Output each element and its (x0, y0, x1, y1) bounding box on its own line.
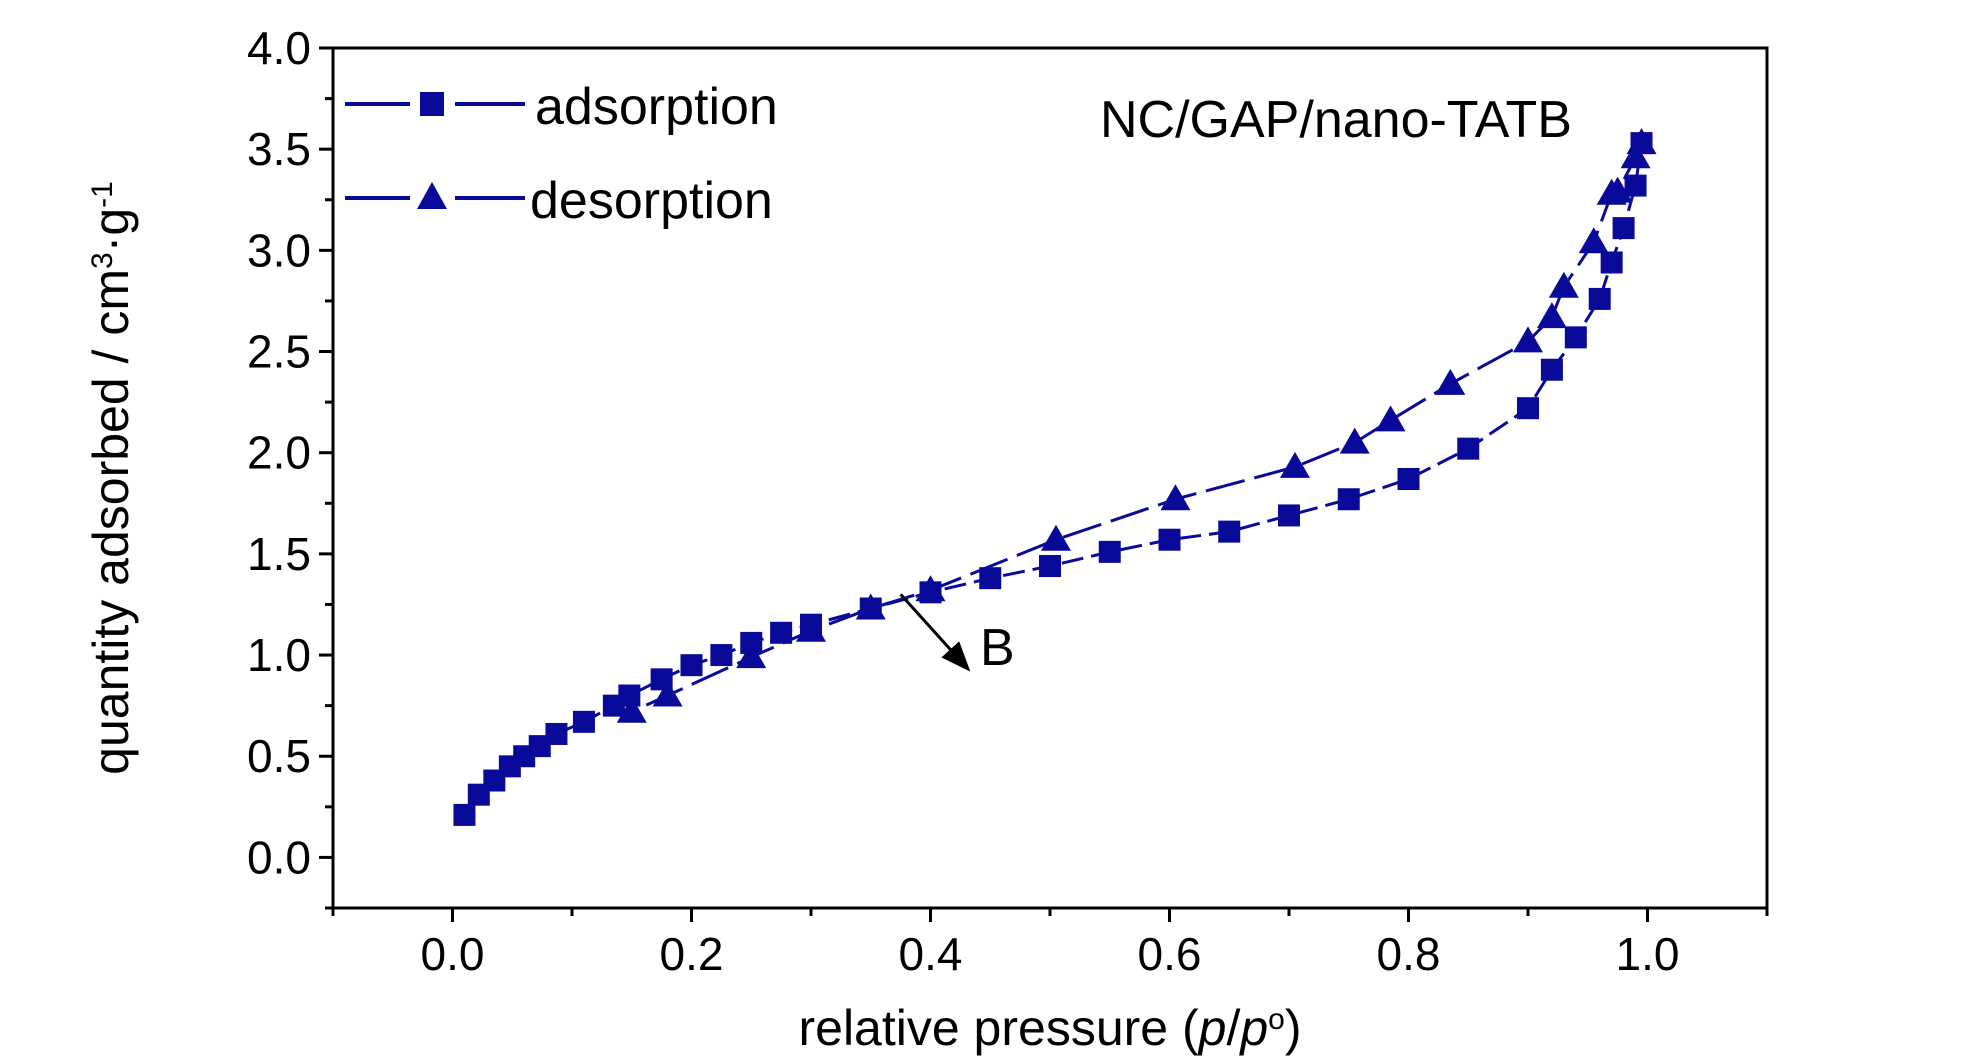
data-point-adsorption (1039, 555, 1061, 578)
x-tick-label: 1.0 (1616, 928, 1680, 980)
y-tick-label: 3.5 (247, 123, 311, 175)
y-tick-label: 1.5 (247, 528, 311, 580)
data-point-adsorption (1517, 397, 1539, 420)
data-point-adsorption (1612, 217, 1635, 240)
data-point-adsorption (1624, 174, 1647, 197)
data-point-desorption (1339, 427, 1370, 454)
x-tick-labels: 0.0 0.2 0.4 0.6 0.8 1.0 (421, 928, 1680, 980)
data-point-desorption (1578, 227, 1609, 254)
legend-item-desorption: desorption (345, 172, 773, 230)
data-point-desorption (1040, 524, 1071, 551)
series-desorption (616, 128, 1657, 723)
data-point-desorption (1279, 451, 1310, 478)
x-axis-title: relative pressure (p/po) (798, 1000, 1301, 1056)
legend: adsorption desorption (345, 78, 778, 230)
data-point-adsorption (1540, 358, 1563, 381)
data-point-desorption (1548, 271, 1579, 298)
y-tick-label: 2.0 (247, 427, 311, 479)
data-point-desorption (915, 575, 946, 602)
data-point-adsorption (710, 644, 733, 667)
x-tick-label: 0.0 (421, 928, 485, 980)
y-tick-label: 0.5 (247, 730, 311, 782)
legend-label-adsorption: adsorption (535, 78, 778, 136)
data-point-adsorption (1600, 251, 1623, 274)
data-point-adsorption (572, 710, 595, 733)
data-point-desorption (616, 696, 647, 723)
series-layer (453, 128, 1657, 826)
legend-item-adsorption: adsorption (345, 78, 778, 136)
axis-ticks (319, 46, 1769, 922)
legend-marker-triangle (417, 182, 447, 209)
data-point-adsorption (1158, 528, 1181, 551)
data-point-desorption (1160, 484, 1191, 511)
data-point-adsorption (618, 684, 641, 707)
y-tick-label: 2.5 (247, 326, 311, 378)
data-point-desorption (1536, 302, 1567, 329)
annotation-arrow (899, 593, 971, 672)
data-point-adsorption (545, 722, 568, 745)
data-point-adsorption (1397, 468, 1420, 491)
data-point-adsorption (1588, 287, 1611, 310)
legend-marker-square (420, 92, 444, 116)
data-point-adsorption (1218, 520, 1241, 543)
data-point-desorption (1375, 405, 1406, 432)
legend-label-desorption: desorption (530, 172, 773, 230)
data-point-adsorption (1098, 540, 1121, 563)
data-point-desorption (855, 593, 886, 620)
x-tick-label: 0.4 (899, 928, 963, 980)
y-tick-label: 4.0 (247, 22, 311, 74)
data-point-desorption (1513, 326, 1543, 353)
y-tick-labels: 0.0 0.5 1.0 1.5 2.0 2.5 3.0 3.5 4.0 (247, 22, 311, 883)
data-point-adsorption (680, 654, 703, 677)
x-tick-label: 0.8 (1377, 928, 1441, 980)
data-point-desorption (736, 642, 767, 669)
data-point-adsorption (1564, 326, 1587, 349)
data-point-adsorption (453, 803, 476, 826)
data-point-desorption (1620, 142, 1651, 169)
data-point-adsorption (1337, 488, 1360, 511)
data-point-adsorption (1278, 504, 1300, 527)
y-tick-label: 3.0 (247, 224, 311, 276)
data-point-desorption (1596, 178, 1627, 205)
y-tick-label: 1.0 (247, 629, 311, 681)
x-tick-label: 0.6 (1138, 928, 1202, 980)
data-point-adsorption (770, 621, 793, 644)
data-point-desorption (652, 680, 683, 707)
data-point-desorption (1435, 368, 1466, 395)
data-point-adsorption (979, 567, 1002, 590)
annotation-b: B (899, 593, 1015, 677)
data-point-desorption (796, 615, 826, 642)
data-point-adsorption (1457, 437, 1480, 460)
chart-title: NC/GAP/nano-TATB (1100, 91, 1572, 149)
x-tick-label: 0.2 (660, 928, 724, 980)
y-tick-label: 0.0 (247, 831, 311, 883)
annotation-label: B (980, 619, 1015, 677)
y-axis-title: quantity adsorbed / cm3·g-1 (83, 181, 139, 775)
data-point-adsorption (528, 735, 551, 758)
